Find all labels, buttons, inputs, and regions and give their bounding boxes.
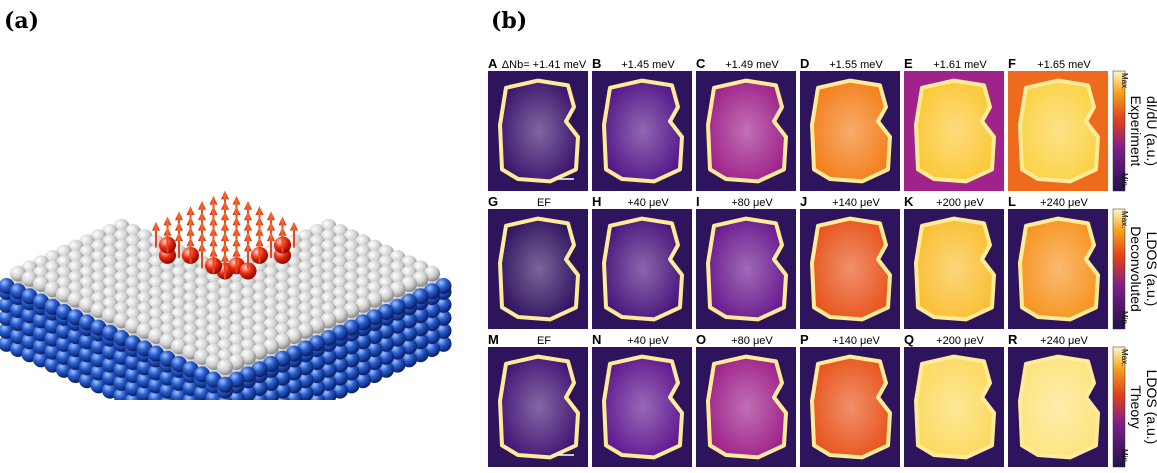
island-highlight — [500, 80, 578, 182]
tile-energy-label: +240 μeV — [1040, 197, 1088, 209]
tile-letter: R — [1008, 332, 1018, 347]
tile-energy-label: +1.61 meV — [933, 59, 987, 71]
island-highlight — [1020, 218, 1098, 320]
tile-letter: H — [592, 194, 601, 209]
tile-energy-label: +200 μeV — [936, 197, 984, 209]
tile-letter: P — [800, 332, 809, 347]
map-tile-j: J +140 μeV — [800, 194, 900, 329]
colorbar-row-1: Max. Min. — [1112, 70, 1129, 192]
island-highlight — [916, 356, 994, 458]
tile-letter: F — [1008, 56, 1016, 71]
row-side-label: Deconvoluted LDOS (a.u.) — [1128, 226, 1157, 312]
row-side-label: Experiment dI/dU (a.u.) — [1128, 96, 1157, 167]
colorbar-max-label: Max. — [1120, 349, 1129, 366]
tile-letter: E — [904, 56, 913, 71]
tile-letter: A — [488, 56, 498, 71]
tile-energy-label: +80 μeV — [731, 197, 773, 209]
island-highlight — [812, 80, 890, 182]
map-tile-b: B +1.45 meV — [592, 56, 692, 191]
tile-letter: B — [592, 56, 601, 71]
tile-energy-label: +1.49 meV — [725, 59, 779, 71]
colorbar-max-label: Max. — [1120, 211, 1129, 228]
lattice-atoms — [0, 190, 452, 400]
island-highlight — [604, 218, 682, 320]
tile-letter: N — [592, 332, 601, 347]
tile-energy-label: EF — [537, 197, 551, 209]
map-tile-l: L +240 μeV — [1008, 194, 1108, 329]
atomic-lattice-illustration — [0, 190, 452, 400]
map-tile-c: C +1.49 meV — [696, 56, 796, 191]
side-label-line: Experiment — [1128, 96, 1144, 167]
map-tile-d: D +1.55 meV — [800, 56, 900, 191]
tile-letter: L — [1008, 194, 1016, 209]
colorbar-min-label: Min. — [1120, 173, 1129, 188]
island-highlight — [812, 356, 890, 458]
map-tile-a: A ΔNb= +1.41 meV — [488, 56, 588, 191]
panel-label-b: (b) — [491, 8, 528, 34]
tile-energy-label: EF — [537, 335, 551, 347]
island-highlight — [708, 80, 786, 182]
tile-letter: D — [800, 56, 809, 71]
tile-energy-label: +140 μeV — [832, 197, 880, 209]
tile-energy-label: +140 μeV — [832, 335, 880, 347]
island-highlight — [500, 218, 578, 320]
map-tile-o: O +80 μeV — [696, 332, 796, 467]
tile-energy-label: +200 μeV — [936, 335, 984, 347]
side-label-line: LDOS (a.u.) — [1144, 232, 1157, 307]
island-highlight — [916, 80, 994, 182]
island-highlight — [1020, 80, 1098, 182]
side-label-line: Theory — [1128, 385, 1144, 429]
tile-letter: M — [488, 332, 499, 347]
map-tile-k: K +200 μeV — [904, 194, 1004, 329]
panel-label-a: (a) — [4, 8, 40, 34]
tile-energy-label: +240 μeV — [1040, 335, 1088, 347]
map-tile-e: E +1.61 meV — [904, 56, 1004, 191]
tile-letter: O — [696, 332, 706, 347]
tile-energy-label: +1.45 meV — [621, 59, 675, 71]
side-label-line: LDOS (a.u.) — [1144, 370, 1157, 445]
map-tile-g: G EF — [488, 194, 588, 329]
colorbar-min-label: Min. — [1120, 449, 1129, 464]
island-highlight — [1020, 356, 1098, 458]
colorbar-row-2: Max. Min. — [1112, 208, 1129, 330]
map-tile-q: Q +200 μeV — [904, 332, 1004, 467]
colorbar-max-label: Max. — [1120, 73, 1129, 90]
tile-energy-label: +80 μeV — [731, 335, 773, 347]
map-tile-f: F +1.65 meV — [1008, 56, 1108, 191]
map-tile-p: P +140 μeV — [800, 332, 900, 467]
map-tile-m: M EF — [488, 332, 588, 467]
tile-energy-label: +1.65 meV — [1037, 59, 1091, 71]
island-highlight — [500, 356, 578, 458]
map-tile-n: N +40 μeV — [592, 332, 692, 467]
island-highlight — [604, 80, 682, 182]
tile-letter: K — [904, 194, 914, 209]
tile-energy-label: +40 μeV — [627, 335, 669, 347]
tile-energy-label: +40 μeV — [627, 197, 669, 209]
tile-letter: I — [696, 194, 700, 209]
map-tile-h: H +40 μeV — [592, 194, 692, 329]
map-tile-i: I +80 μeV — [696, 194, 796, 329]
tile-letter: Q — [904, 332, 914, 347]
tile-energy-label: +1.55 meV — [829, 59, 883, 71]
tile-letter: C — [696, 56, 706, 71]
map-tile-r: R +240 μeV — [1008, 332, 1108, 467]
colorbar-min-label: Min. — [1120, 311, 1129, 326]
island-highlight — [812, 218, 890, 320]
row-side-label: Theory LDOS (a.u.) — [1128, 370, 1157, 445]
tile-energy-label: ΔNb= +1.41 meV — [502, 59, 587, 71]
tile-letter: G — [488, 194, 498, 209]
side-label-line: dI/dU (a.u.) — [1144, 96, 1157, 166]
colorbar-row-3: Max. Min. — [1112, 346, 1129, 468]
island-highlight — [708, 218, 786, 320]
side-label-line: Deconvoluted — [1128, 226, 1144, 312]
island-highlight — [604, 356, 682, 458]
tile-letter: J — [800, 194, 807, 209]
island-highlight — [708, 356, 786, 458]
island-highlight — [916, 218, 994, 320]
